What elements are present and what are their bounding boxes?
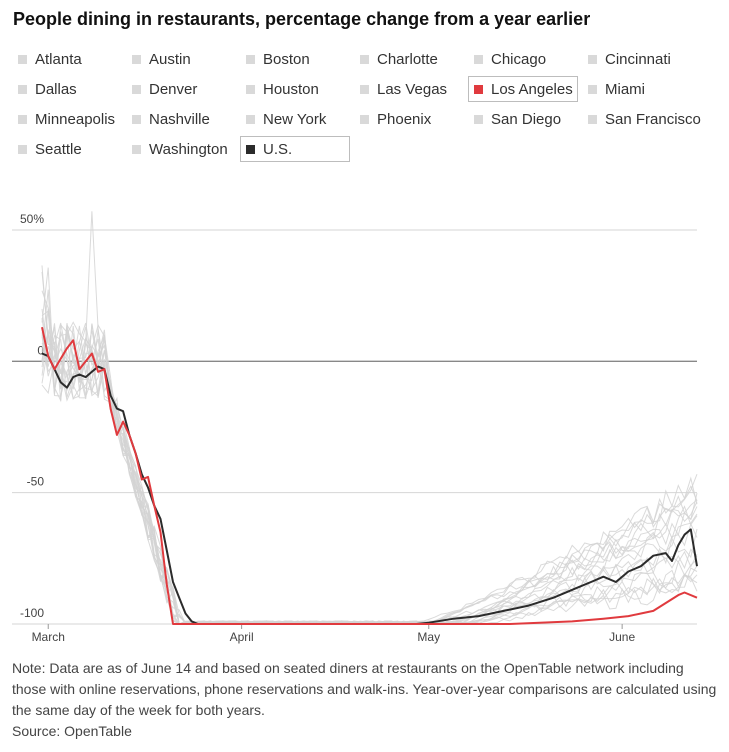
- legend-swatch: [18, 114, 27, 124]
- legend-label: Boston: [263, 50, 310, 68]
- legend-label: Phoenix: [377, 110, 432, 128]
- legend-swatch: [18, 144, 27, 154]
- legend-item-atlanta[interactable]: Atlanta: [12, 46, 122, 72]
- city-line-context: [41, 333, 698, 625]
- y-tick-label: 50%: [20, 212, 44, 226]
- city-line-context: [41, 271, 698, 625]
- x-tick-label: June: [609, 630, 635, 644]
- legend-swatch: [246, 144, 255, 154]
- legend-swatch: [18, 84, 27, 94]
- legend-swatch: [588, 84, 597, 94]
- legend-swatch: [246, 114, 255, 124]
- series-line-us: [41, 352, 698, 625]
- legend-item-new-york[interactable]: New York: [240, 106, 350, 132]
- legend-label: Miami: [605, 80, 645, 98]
- x-tick-label: March: [32, 630, 65, 644]
- legend-item-san-francisco[interactable]: San Francisco: [582, 106, 701, 132]
- legend-item-washington[interactable]: Washington: [126, 136, 236, 162]
- legend-label: Nashville: [149, 110, 210, 128]
- legend-swatch: [588, 54, 597, 64]
- legend-label: San Diego: [491, 110, 562, 128]
- legend-label: San Francisco: [605, 110, 701, 128]
- legend-label: U.S.: [263, 140, 293, 158]
- y-tick-label: 0: [37, 343, 44, 357]
- city-line-context: [41, 308, 698, 625]
- legend-item-cincinnati[interactable]: Cincinnati: [582, 46, 692, 72]
- legend-item-denver[interactable]: Denver: [126, 76, 236, 102]
- legend-item-dallas[interactable]: Dallas: [12, 76, 122, 102]
- legend-item-san-diego[interactable]: San Diego: [468, 106, 578, 132]
- legend-swatch: [474, 114, 483, 124]
- city-line-context: [41, 332, 698, 625]
- legend-swatch: [588, 114, 597, 124]
- legend-swatch: [132, 84, 141, 94]
- legend-label: Atlanta: [35, 50, 82, 68]
- legend-item-houston[interactable]: Houston: [240, 76, 350, 102]
- chart-note: Note: Data are as of June 14 and based o…: [12, 660, 717, 718]
- y-tick-label: -50: [27, 475, 45, 489]
- legend-swatch: [360, 54, 369, 64]
- legend-item-los-angeles[interactable]: Los Angeles: [468, 76, 578, 102]
- legend-label: Charlotte: [377, 50, 438, 68]
- legend-item-seattle[interactable]: Seattle: [12, 136, 122, 162]
- legend-label: Dallas: [35, 80, 77, 98]
- legend-label: Austin: [149, 50, 191, 68]
- chart-title: People dining in restaurants, percentage…: [13, 9, 591, 29]
- legend-item-u-s[interactable]: U.S.: [240, 136, 350, 162]
- legend-item-austin[interactable]: Austin: [126, 46, 236, 72]
- y-tick-label: -100: [20, 606, 44, 620]
- legend-item-boston[interactable]: Boston: [240, 46, 350, 72]
- legend-swatch: [474, 54, 483, 64]
- legend-swatch: [132, 114, 141, 124]
- legend-swatch: [360, 84, 369, 94]
- city-line-context: [41, 331, 698, 625]
- legend-label: Denver: [149, 80, 198, 98]
- legend-label: Cincinnati: [605, 50, 671, 68]
- legend-swatch: [474, 84, 483, 94]
- legend-label: New York: [263, 110, 327, 128]
- legend-swatch: [246, 54, 255, 64]
- legend-swatch: [132, 144, 141, 154]
- legend-label: Minneapolis: [35, 110, 116, 128]
- legend-label: Seattle: [35, 140, 82, 158]
- legend-swatch: [132, 54, 141, 64]
- x-tick-label: May: [417, 630, 440, 644]
- city-line-context: [41, 334, 698, 625]
- legend-item-las-vegas[interactable]: Las Vegas: [354, 76, 464, 102]
- legend-label: Los Angeles: [491, 80, 573, 98]
- legend-swatch: [18, 54, 27, 64]
- legend-label: Houston: [263, 80, 319, 98]
- legend-item-chicago[interactable]: Chicago: [468, 46, 578, 72]
- legend-item-charlotte[interactable]: Charlotte: [354, 46, 464, 72]
- legend-swatch: [360, 114, 369, 124]
- city-legend: Atlanta Austin Boston Charlotte Chicago Cinci…: [12, 46, 724, 166]
- series-line-los-angeles: [41, 326, 698, 625]
- legend-swatch: [246, 84, 255, 94]
- legend-item-nashville[interactable]: Nashville: [126, 106, 236, 132]
- legend-label: Washington: [149, 140, 228, 158]
- legend-label: Las Vegas: [377, 80, 448, 98]
- legend-item-miami[interactable]: Miami: [582, 76, 692, 102]
- legend-item-phoenix[interactable]: Phoenix: [354, 106, 464, 132]
- city-line-context: [41, 265, 698, 625]
- legend-label: Chicago: [491, 50, 547, 68]
- legend-item-minneapolis[interactable]: Minneapolis: [12, 106, 122, 132]
- line-chart: 50% 0 -50 -100 March April May June: [12, 211, 698, 644]
- x-tick-label: April: [230, 630, 254, 644]
- chart-source: Source: OpenTable: [12, 723, 132, 739]
